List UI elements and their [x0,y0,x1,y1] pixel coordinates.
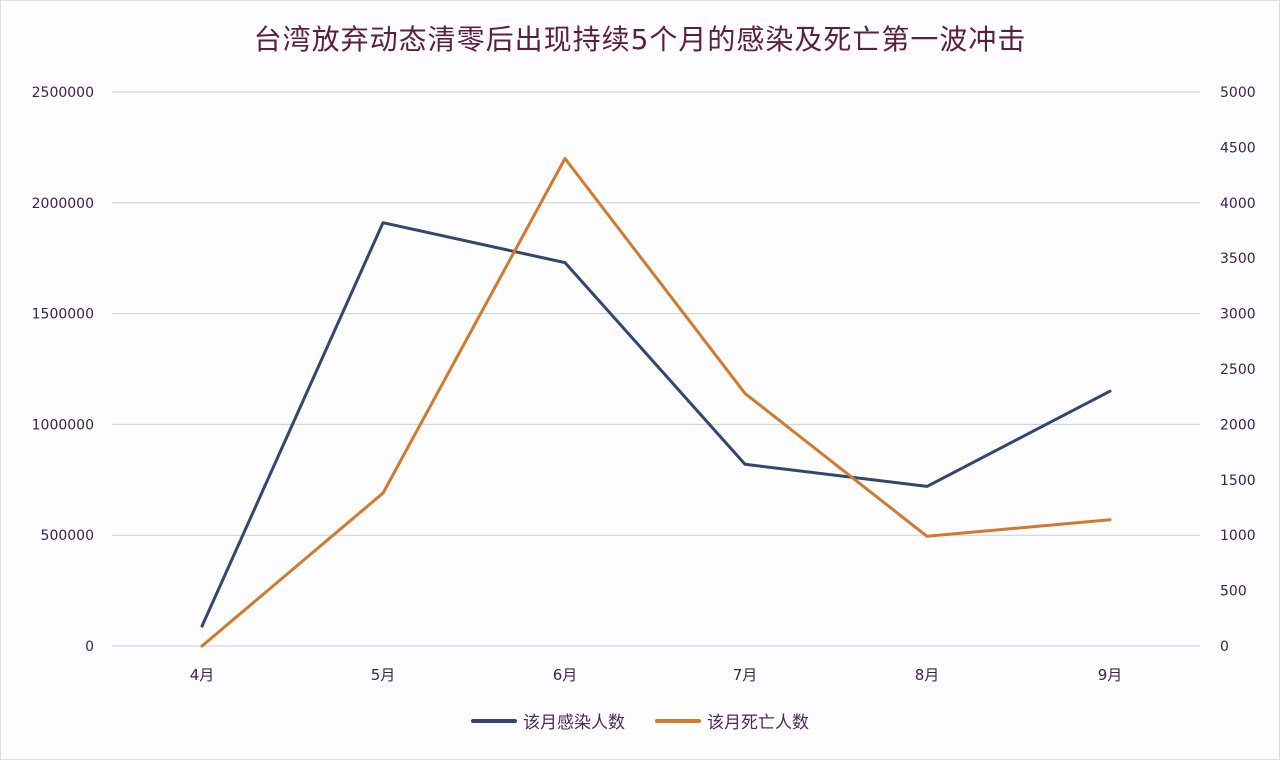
legend-label-infections: 该月感染人数 [523,713,625,733]
x-axis-tick-label: 8月 [915,666,940,684]
x-axis-tick-label: 9月 [1098,666,1123,684]
right-y-axis: 0 500 1000 1500 2000 2500 3000 3500 4000 4500 5000 [1220,85,1256,655]
left-axis-tick-label: 2500000 [32,85,94,101]
left-axis-tick-label: 1000000 [32,417,94,433]
x-axis: 4月 5月 6月 7月 8月 9月 [190,666,1123,684]
right-axis-tick-label: 0 [1220,639,1229,655]
series-line-deaths [200,157,1112,648]
left-axis-tick-label: 500000 [41,528,94,544]
left-axis-tick-label: 0 [85,639,94,655]
right-axis-tick-label: 4500 [1220,140,1256,156]
legend-item-infections: 该月感染人数 [471,708,625,733]
x-axis-tick-label: 4月 [190,666,215,684]
right-axis-tick-label: 2000 [1220,417,1256,433]
left-y-axis: 0 500000 1000000 1500000 2000000 2500000 [32,85,94,655]
legend-item-deaths: 该月死亡人数 [655,708,809,733]
gridlines [112,91,1200,647]
x-axis-tick-label: 5月 [371,666,396,684]
chart-title: 台湾放弃动态清零后出现持续5个月的感染及死亡第一波冲击 [253,23,1027,56]
legend-label-deaths: 该月死亡人数 [707,713,809,733]
infections-line-swatch-icon [471,718,517,723]
left-axis-tick-label: 2000000 [32,196,94,212]
series-lines [200,157,1112,648]
right-axis-tick-label: 3500 [1220,251,1256,267]
series-line-infections [200,221,1112,628]
right-axis-tick-label: 4000 [1220,196,1256,212]
x-axis-tick-label: 7月 [733,666,758,684]
right-axis-tick-label: 1500 [1220,473,1256,489]
right-axis-tick-label: 2500 [1220,362,1256,378]
x-axis-tick-label: 6月 [553,666,578,684]
right-axis-tick-label: 5000 [1220,85,1256,101]
right-axis-tick-label: 3000 [1220,307,1256,323]
right-axis-tick-label: 1000 [1220,528,1256,544]
legend: 该月感染人数 该月死亡人数 [0,708,1280,733]
right-axis-tick-label: 500 [1220,584,1247,600]
left-axis-tick-label: 1500000 [32,307,94,323]
deaths-line-swatch-icon [655,718,701,723]
